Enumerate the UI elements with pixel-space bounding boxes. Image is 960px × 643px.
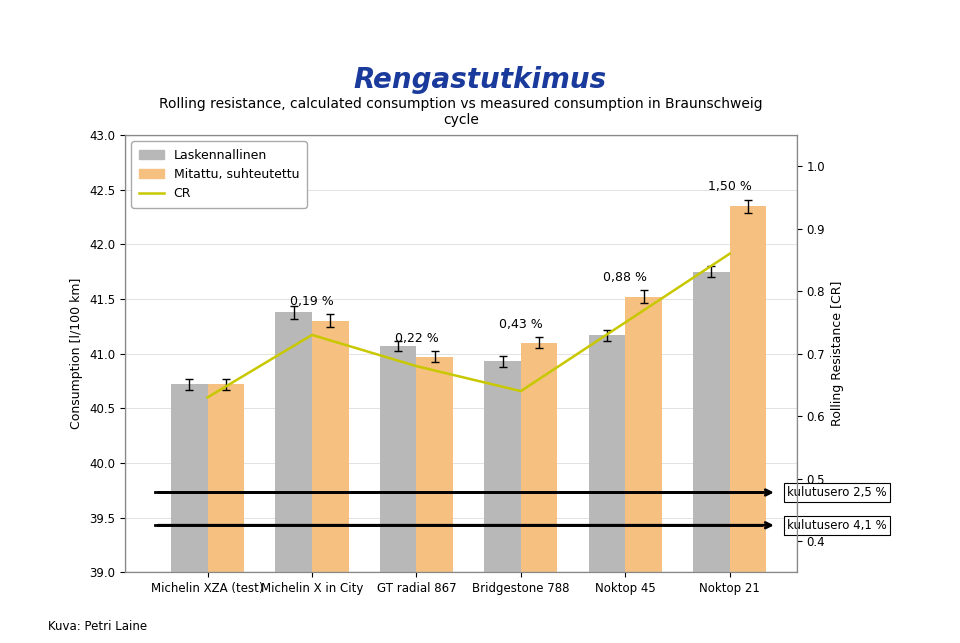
- CR: [411, 362, 422, 370]
- Bar: [417, 357, 453, 643]
- Text: Kuva: Petri Laine: Kuva: Petri Laine: [48, 620, 147, 633]
- Bar: [588, 335, 625, 643]
- Bar: [207, 385, 244, 643]
- Y-axis label: Rolling Resistance [CR]: Rolling Resistance [CR]: [830, 281, 844, 426]
- CR: [516, 387, 527, 395]
- Bar: [484, 361, 521, 643]
- Bar: [693, 272, 730, 643]
- Text: kulutusero 2,5 %: kulutusero 2,5 %: [787, 486, 887, 499]
- CR: [724, 250, 735, 258]
- Y-axis label: Consumption [l/100 km]: Consumption [l/100 km]: [70, 278, 84, 430]
- Text: Rengastutkimus: Rengastutkimus: [353, 66, 607, 95]
- Bar: [125, 135, 797, 572]
- Text: kulutusero 4,1 %: kulutusero 4,1 %: [787, 519, 887, 532]
- Legend: Laskennallinen, Mitattu, suhteutettu, CR: Laskennallinen, Mitattu, suhteutettu, CR: [132, 141, 306, 208]
- Bar: [276, 312, 312, 643]
- Text: 1,50 %: 1,50 %: [708, 180, 752, 193]
- Bar: [521, 343, 558, 643]
- Text: 0,22 %: 0,22 %: [395, 332, 439, 345]
- Text: 11: 11: [767, 19, 788, 34]
- Bar: [625, 297, 661, 643]
- Text: 22.11.2010: 22.11.2010: [670, 20, 741, 33]
- Bar: [380, 346, 417, 643]
- Text: 0,19 %: 0,19 %: [290, 294, 334, 308]
- CR: [619, 318, 631, 326]
- Line: CR: CR: [207, 254, 730, 397]
- Title: Rolling resistance, calculated consumption vs measured consumption in Braunschwe: Rolling resistance, calculated consumpti…: [159, 96, 762, 127]
- Bar: [171, 385, 207, 643]
- Text: 0,88 %: 0,88 %: [603, 271, 647, 284]
- Bar: [312, 321, 348, 643]
- Bar: [730, 206, 766, 643]
- Text: 0,43 %: 0,43 %: [499, 318, 542, 331]
- CR: [306, 331, 318, 339]
- CR: [202, 394, 213, 401]
